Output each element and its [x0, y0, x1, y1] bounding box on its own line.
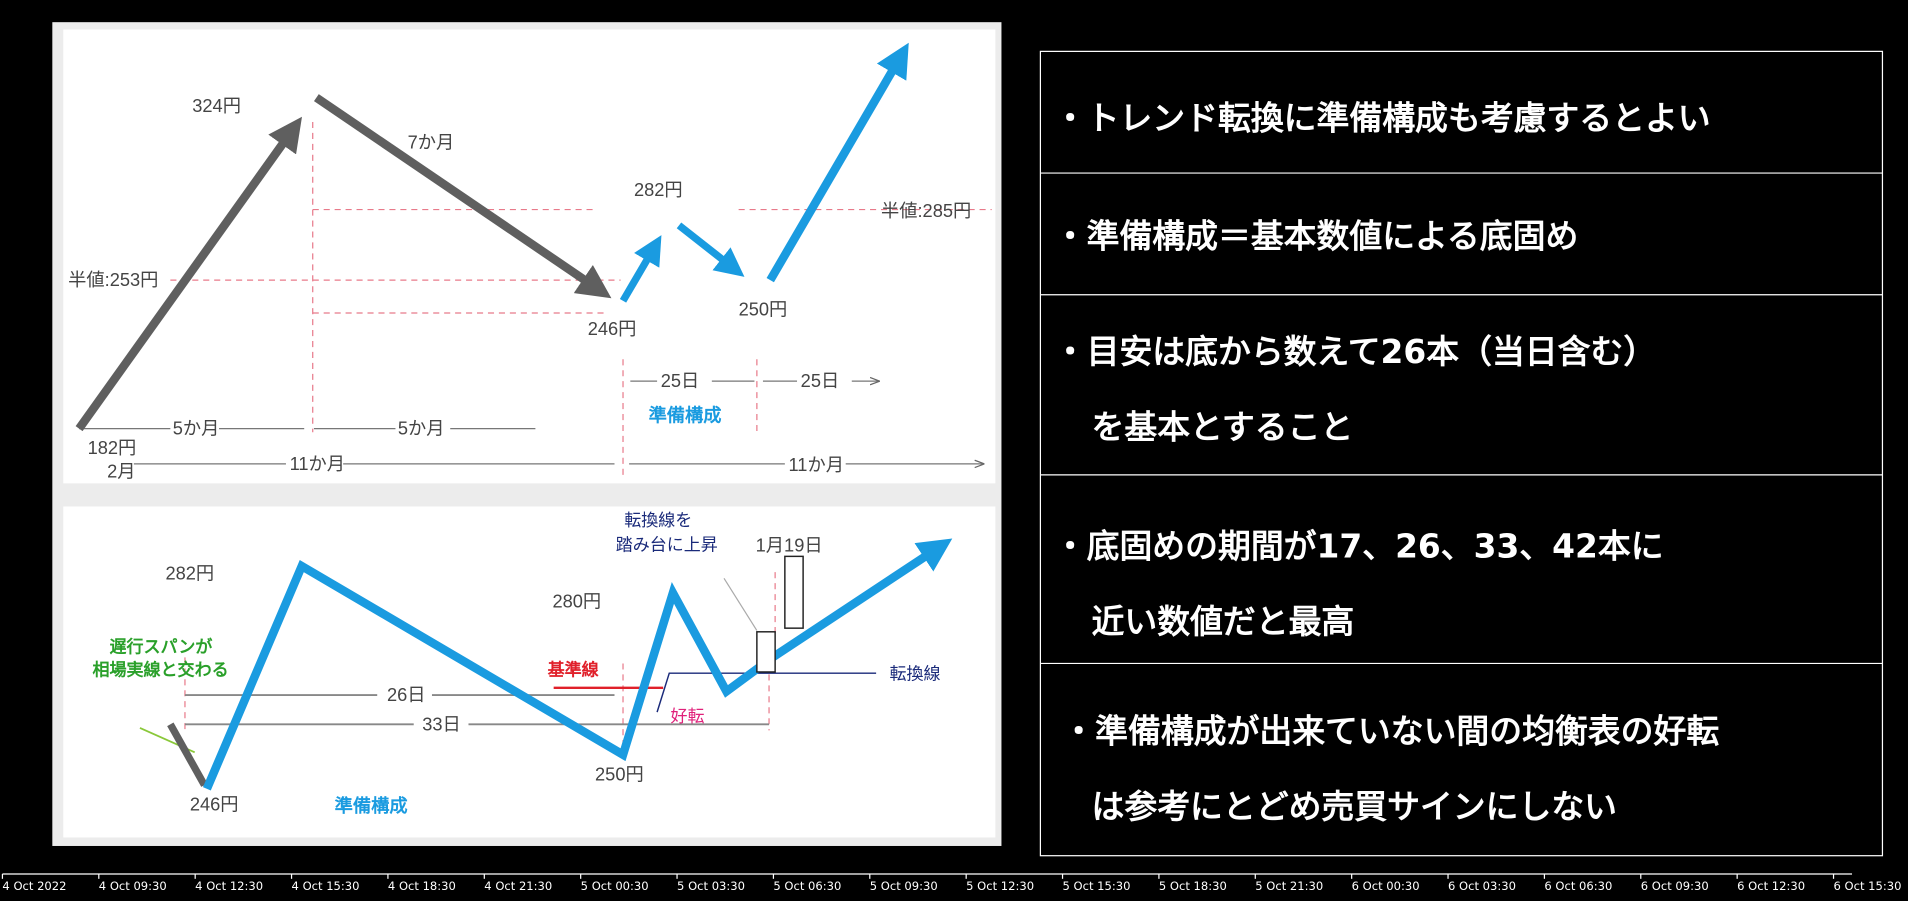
blue-arrow-2 — [676, 222, 745, 277]
days-26-label: 26日 — [387, 684, 426, 705]
axis-label: 5 Oct 06:30 — [773, 879, 841, 893]
low-2-label: 250円 — [739, 298, 788, 319]
half-value-high-label: 半値:285円 — [881, 200, 971, 221]
base-line-label: 基準線 — [547, 660, 599, 681]
note-line-2: 踏み台に上昇 — [616, 535, 718, 555]
high-2-label: 280円 — [552, 590, 601, 611]
axis-label: 6 Oct 06:30 — [1544, 879, 1612, 893]
axis-label: 4 Oct 2022 — [2, 879, 66, 893]
point-4-line-1: ・底固めの期間が17、26、33、42本に — [1054, 528, 1664, 566]
axis-label: 4 Oct 15:30 — [292, 879, 360, 893]
decline-arrow — [313, 94, 612, 299]
candle-1 — [756, 631, 776, 673]
low-1-label: 246円 — [190, 794, 239, 815]
bottom-diagram — [139, 538, 953, 791]
axis-label: 5 Oct 15:30 — [1063, 879, 1131, 893]
note-line-1: 転換線を — [624, 511, 692, 531]
candle-2 — [784, 555, 804, 629]
decline-period-label: 7か月 — [408, 132, 455, 153]
high-1-label: 282円 — [165, 562, 214, 583]
point-1: ・トレンド転換に準備構成も考慮するとよい — [1054, 99, 1711, 137]
axis-label: 4 Oct 09:30 — [99, 879, 167, 893]
date-label: 1月19日 — [756, 534, 823, 555]
blue-arrow-3 — [766, 42, 909, 283]
axis-label: 5 Oct 12:30 — [966, 879, 1034, 893]
key-points-panel: ・トレンド転換に準備構成も考慮するとよい ・準備構成＝基本数値による底固め ・目… — [1039, 50, 1884, 857]
days-2-label: 25日 — [801, 370, 840, 391]
conversion-line-label: 転換線 — [890, 664, 941, 684]
point-4-line-2: 近い数値だと最高 — [1092, 603, 1355, 641]
point-3-line-1: ・目安は底から数えて26本（当日含む） — [1054, 333, 1656, 371]
days-1-label: 25日 — [661, 370, 700, 391]
point-5-line-1: ・準備構成が出来ていない間の均衡表の好転 — [1062, 713, 1719, 751]
diagram-image: 324円 7か月 半値:253円 182円 5か月 5か月 2月 11か月 24… — [52, 22, 1002, 846]
axis-label: 4 Oct 18:30 — [388, 879, 456, 893]
axis-label: 6 Oct 00:30 — [1352, 879, 1420, 893]
period-a-label: 5か月 — [173, 418, 220, 439]
low-2-label: 250円 — [595, 763, 644, 784]
conversion-line — [656, 672, 877, 713]
point-3-line-2: を基本とすること — [1092, 408, 1354, 446]
preparation-label-bottom: 準備構成 — [335, 795, 408, 817]
preparation-label: 準備構成 — [649, 404, 722, 426]
guide-lines — [170, 121, 992, 478]
axis-label: 6 Oct 15:30 — [1834, 879, 1902, 893]
span-right-label: 11か月 — [789, 454, 844, 475]
axis-label: 5 Oct 00:30 — [581, 879, 649, 893]
point-2: ・準備構成＝基本数値による底固め — [1054, 217, 1579, 255]
lagging-span-note-2: 相場実線と交わる — [92, 660, 228, 681]
axis-label: 6 Oct 03:30 — [1448, 879, 1516, 893]
start-price-label: 182円 — [88, 437, 137, 458]
rise-arrow — [75, 116, 302, 432]
axis-label: 5 Oct 09:30 — [870, 879, 938, 893]
low-1-label: 246円 — [588, 318, 637, 339]
start-month-label: 2月 — [107, 460, 135, 481]
days-33-label: 33日 — [422, 713, 461, 734]
axis-label: 4 Oct 12:30 — [195, 879, 263, 893]
time-axis: 4 Oct 2022 4 Oct 09:30 4 Oct 12:30 4 Oct 15… — [1, 873, 1902, 893]
half-value-low-label: 半値:253円 — [68, 269, 158, 290]
rebound-label: 282円 — [634, 179, 683, 200]
peak-label: 324円 — [192, 95, 241, 116]
axis-label: 5 Oct 18:30 — [1159, 879, 1227, 893]
lagging-span-note-1: 遅行スパンが — [110, 636, 214, 657]
axis-label: 4 Oct 21:30 — [484, 879, 552, 893]
axis-label: 6 Oct 09:30 — [1641, 879, 1709, 893]
axis-label: 5 Oct 03:30 — [677, 879, 745, 893]
top-diagram — [75, 42, 992, 478]
period-b-label: 5か月 — [398, 418, 445, 439]
axis-label: 6 Oct 12:30 — [1737, 879, 1805, 893]
axis-label: 5 Oct 21:30 — [1255, 879, 1323, 893]
bullish-cross-label: 好転 — [670, 707, 704, 727]
blue-arrow-1 — [619, 235, 662, 303]
point-5-line-2: は参考にとどめ売買サインにしない — [1092, 788, 1618, 826]
span-left-label: 11か月 — [290, 453, 345, 474]
